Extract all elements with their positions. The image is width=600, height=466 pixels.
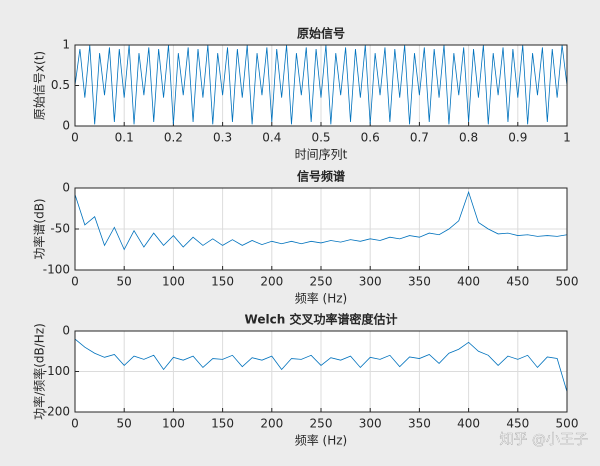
x-tick-label: 400 bbox=[457, 417, 480, 431]
y-tick-label: -200 bbox=[43, 405, 70, 419]
y-tick-label: -50 bbox=[50, 222, 70, 236]
signal-line bbox=[74, 44, 568, 125]
x-tick-label: 400 bbox=[457, 275, 480, 289]
x-tick-label: 150 bbox=[211, 275, 234, 289]
x-tick-label: 500 bbox=[556, 417, 579, 431]
y-axis-label: 功率谱(dB) bbox=[32, 198, 47, 259]
x-tick-label: 0.4 bbox=[262, 131, 281, 145]
y-tick-label: -100 bbox=[43, 364, 70, 378]
x-tick-label: 250 bbox=[310, 275, 333, 289]
x-tick-label: 0.7 bbox=[410, 131, 429, 145]
x-tick-label: 0 bbox=[71, 131, 79, 145]
y-tick-label: 0 bbox=[62, 181, 70, 195]
x-tick-label: 450 bbox=[506, 275, 529, 289]
x-tick-label: 1 bbox=[563, 131, 571, 145]
y-tick-label: 0 bbox=[62, 324, 70, 338]
x-tick-label: 0 bbox=[71, 275, 79, 289]
y-tick-label: -100 bbox=[43, 263, 70, 277]
x-tick-label: 250 bbox=[310, 417, 333, 431]
x-tick-label: 0.3 bbox=[213, 131, 232, 145]
chart-title: 原始信号 bbox=[297, 26, 345, 41]
y-tick-label: 1 bbox=[62, 38, 70, 52]
x-tick-label: 300 bbox=[359, 417, 382, 431]
x-tick-label: 450 bbox=[506, 417, 529, 431]
chart-title: Welch 交叉功率谱密度估计 bbox=[245, 312, 398, 327]
axes-frame bbox=[74, 330, 568, 413]
y-tick-label: 0 bbox=[62, 119, 70, 133]
x-tick-label: 300 bbox=[359, 275, 382, 289]
axes-frame bbox=[74, 187, 568, 271]
x-tick-label: 0.8 bbox=[459, 131, 478, 145]
x-tick-label: 200 bbox=[260, 417, 283, 431]
y-axis-label: 功率/频率(dB/Hz) bbox=[32, 323, 47, 420]
x-axis-label: 时间序列t bbox=[295, 147, 348, 162]
chart-title: 信号频谱 bbox=[297, 169, 345, 184]
x-tick-label: 0 bbox=[71, 417, 79, 431]
x-tick-label: 500 bbox=[556, 275, 579, 289]
x-tick-label: 0.2 bbox=[164, 131, 183, 145]
x-axis-label: 频率 (Hz) bbox=[295, 291, 348, 306]
x-tick-label: 0.5 bbox=[311, 131, 330, 145]
y-axis-label: 原始信号x(t) bbox=[33, 51, 47, 120]
axes-frame bbox=[74, 44, 568, 127]
x-tick-label: 50 bbox=[117, 275, 132, 289]
x-tick-label: 350 bbox=[408, 417, 431, 431]
x-tick-label: 0.9 bbox=[508, 131, 527, 145]
x-tick-label: 200 bbox=[260, 275, 283, 289]
watermark: 知乎 @小王子 bbox=[500, 431, 588, 448]
x-tick-label: 100 bbox=[162, 417, 185, 431]
y-tick-label: 0.5 bbox=[51, 78, 70, 92]
x-tick-label: 150 bbox=[211, 417, 234, 431]
signal-line bbox=[74, 338, 568, 392]
x-tick-label: 50 bbox=[117, 417, 132, 431]
x-axis-label: 频率 (Hz) bbox=[295, 433, 348, 448]
x-tick-label: 0.1 bbox=[115, 131, 134, 145]
x-tick-label: 100 bbox=[162, 275, 185, 289]
x-tick-label: 350 bbox=[408, 275, 431, 289]
signal-line bbox=[74, 190, 568, 251]
x-tick-label: 0.6 bbox=[361, 131, 380, 145]
